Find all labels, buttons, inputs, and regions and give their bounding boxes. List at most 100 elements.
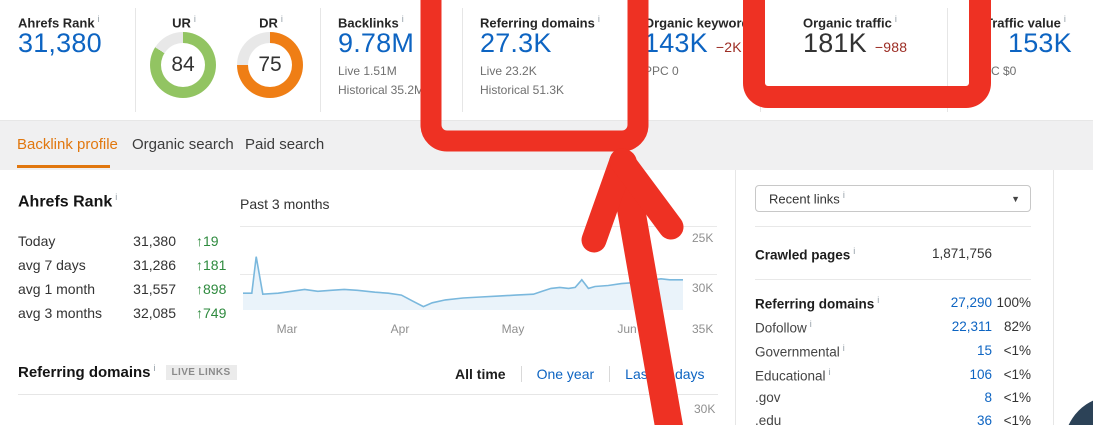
ur-donut-gauge: 84	[150, 32, 216, 99]
heading-text: Ahrefs Rank	[18, 193, 113, 211]
filter-one-year[interactable]: One year	[536, 366, 595, 382]
metric-organic-keywords-value[interactable]: 143K −2K	[644, 28, 742, 59]
info-icon[interactable]: i	[809, 319, 812, 329]
info-icon[interactable]: i	[1063, 14, 1066, 24]
stat-delta: ↑749	[196, 305, 227, 321]
rank-trend-chart	[243, 256, 683, 310]
row-label-text: Crawled pages	[755, 247, 851, 263]
row-value-link[interactable]: 27,290	[950, 295, 992, 310]
row-value-link[interactable]: 36	[976, 413, 992, 425]
gridline-25k	[240, 226, 717, 227]
info-icon[interactable]: i	[97, 14, 100, 24]
divider	[320, 8, 321, 112]
metric-dr-label: DR i	[237, 14, 305, 30]
stat-value: 31,380	[133, 233, 176, 249]
metric-traffic-value-value[interactable]: 153K	[1008, 28, 1072, 58]
filter-all-time[interactable]: All time	[455, 366, 506, 382]
info-icon[interactable]: i	[877, 295, 880, 305]
metric-ahrefs-rank-value[interactable]: 31,380	[18, 28, 102, 58]
row-label-text: Dofollow	[755, 320, 807, 336]
metric-label-text: Ahrefs Rank	[18, 15, 95, 31]
rank-stat-row-7days: avg 7 days 31,286 ↑181	[18, 257, 250, 281]
crawled-pages-value: 1,871,756	[931, 246, 992, 261]
divider	[947, 8, 948, 112]
metric-label-text: Organic keywords	[644, 15, 757, 31]
time-range-filters: All time One year Last 30 days	[455, 366, 705, 382]
table-row-referring-domains: Referring domains i 27,290 100%	[755, 295, 1031, 315]
dr-donut-gauge: 75	[237, 32, 303, 99]
row-label-text: Educational	[755, 368, 826, 384]
table-row-dofollow: Dofollow i 22,311 82%	[755, 319, 1031, 339]
divider	[609, 366, 611, 382]
info-icon[interactable]: i	[842, 343, 845, 353]
metric-value-text: 181K	[803, 28, 867, 58]
info-icon[interactable]: i	[828, 367, 831, 377]
info-icon[interactable]: i	[193, 14, 196, 24]
info-icon[interactable]: i	[153, 363, 156, 373]
divider	[462, 8, 463, 112]
info-icon[interactable]: i	[401, 14, 404, 24]
info-icon[interactable]: i	[597, 14, 600, 24]
info-icon[interactable]: i	[115, 192, 118, 202]
table-row-governmental: Governmental i 15 <1%	[755, 343, 1031, 363]
row-value-link[interactable]: 8	[984, 390, 992, 405]
stat-value: 31,557	[133, 281, 176, 297]
metric-organic-keywords-ppc: PPC 0	[644, 64, 679, 78]
x-tick-mar: Mar	[276, 322, 298, 336]
info-icon[interactable]: i	[853, 246, 856, 256]
metric-label-text: Traffic value	[985, 15, 1061, 31]
metric-ur-label: UR i	[150, 14, 218, 30]
row-value-link[interactable]: 15	[976, 343, 992, 358]
row-value-link[interactable]: 22,311	[951, 319, 992, 334]
metric-referring-domains-historical: Historical 51.3K	[480, 83, 565, 97]
metric-referring-domains-live: Live 23.2K	[480, 64, 537, 78]
row-label-text: Governmental	[755, 344, 840, 360]
tab-paid-search[interactable]: Paid search	[245, 136, 325, 153]
divider	[520, 366, 522, 382]
metric-ur: UR i 84	[150, 0, 218, 99]
stat-delta: ↑181	[196, 257, 227, 273]
row-label-text: Referring domains	[755, 296, 875, 312]
row-percent: <1%	[1003, 367, 1031, 382]
stat-label: avg 1 month	[18, 281, 96, 297]
row-value-link[interactable]: 106	[969, 367, 992, 382]
top-metrics-bar: Ahrefs Rank i 31,380 UR i 84 DR i 75 Backli…	[0, 0, 1093, 120]
chat-fab-button[interactable]	[1064, 396, 1093, 425]
rank-stat-row-1month: avg 1 month 31,557 ↑898	[18, 281, 250, 305]
stat-delta: ↑898	[196, 281, 227, 297]
metric-organic-traffic-value: 181K −988	[803, 28, 907, 59]
info-icon[interactable]: i	[842, 190, 845, 201]
rank-stat-row-3months: avg 3 months 32,085 ↑749	[18, 305, 250, 329]
y-tick-25k: 25K	[692, 231, 714, 245]
row-label: Educational i	[755, 367, 831, 384]
row-label: .edu	[755, 413, 781, 425]
live-links-badge: LIVE LINKS	[165, 365, 237, 380]
stat-value: 31,286	[133, 257, 176, 273]
referring-domains-heading: Referring domains i LIVE LINKS	[18, 363, 237, 381]
crawled-pages-row: Crawled pages i 1,871,756	[755, 246, 1031, 266]
metric-traffic-value-ppc: PPC $0	[975, 64, 1017, 78]
row-label: Referring domains i	[755, 295, 879, 312]
row-label: Dofollow i	[755, 319, 812, 336]
chart-title: Past 3 months	[240, 196, 330, 212]
metric-label-text: Backlinks	[338, 15, 399, 31]
info-icon[interactable]: i	[280, 14, 283, 24]
chart-area-fill	[243, 256, 683, 310]
dropdown-selected-value: Recent links i	[769, 190, 845, 206]
divider	[760, 8, 761, 112]
filter-last-30-days[interactable]: Last 30 days	[625, 366, 705, 382]
metric-referring-domains-value[interactable]: 27.3K	[480, 28, 552, 58]
y-tick-35k: 35K	[692, 322, 714, 336]
metric-label-text: UR	[172, 15, 191, 31]
table-row-gov: .gov 8 <1%	[755, 390, 1031, 410]
tab-organic-search[interactable]: Organic search	[132, 136, 234, 153]
recent-links-dropdown[interactable]: Recent links i ▼	[755, 185, 1031, 212]
tab-backlink-profile[interactable]: Backlink profile	[17, 136, 118, 153]
x-tick-apr: Apr	[390, 322, 410, 336]
info-icon[interactable]: i	[894, 14, 897, 24]
tab-bar: Backlink profile Organic search Paid sea…	[0, 120, 1093, 170]
table-row-educational: Educational i 106 <1%	[755, 367, 1031, 387]
divider	[135, 8, 136, 112]
metric-backlinks-value[interactable]: 9.78M	[338, 28, 415, 58]
heading-text: Referring domains	[18, 364, 151, 381]
